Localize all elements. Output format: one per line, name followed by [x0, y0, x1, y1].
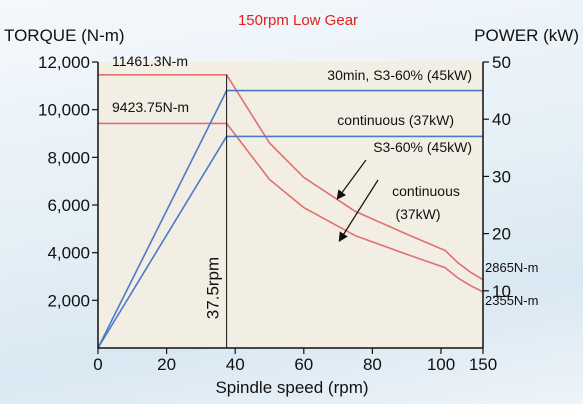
left-y-tick-label: 10,000 [38, 101, 90, 120]
left-axis-title: TORQUE (N-m) [4, 26, 125, 45]
x-tick-label: 60 [294, 355, 313, 374]
power-max-label: 30min, S3-60% (45kW) [327, 67, 472, 83]
x-tick-label: 0 [93, 355, 102, 374]
right-axis-title: POWER (kW) [474, 26, 579, 45]
right-y-tick-label: 40 [492, 110, 511, 129]
torque-s3-curve-label: S3-60% (45kW) [373, 139, 472, 155]
series-line-torque-1 [98, 74, 484, 281]
series-line-torque-2 [98, 122, 484, 293]
right-y-tick-label: 30 [492, 167, 511, 186]
right-y-tick-label: 20 [492, 225, 511, 244]
left-y-tick-label: 4,000 [47, 244, 90, 263]
torque-max-label: 11461.3N-m [112, 53, 188, 69]
power-continuous-label: continuous (37kW) [337, 112, 454, 128]
x-tick-label: 150 [469, 355, 497, 374]
torque-end-s3-label: 2865N-m [485, 260, 538, 275]
x-tick-label: 40 [226, 355, 245, 374]
torque-end-continuous-label: 2355N-m [485, 293, 538, 308]
arrow-to-continuous-torque-curve [338, 179, 379, 243]
left-y-tick-label: 12,000 [38, 53, 90, 72]
left-y-tick-label: 8,000 [47, 148, 90, 167]
x-tick-label: 100 [427, 355, 455, 374]
torque-continuous-label: 9423.75N-m [112, 99, 189, 115]
left-y-tick-label: 6,000 [47, 196, 90, 215]
left-y-tick-label: 2,000 [47, 291, 90, 310]
x-axis-title: Spindle speed (rpm) [215, 378, 368, 397]
chart-title: 150rpm Low Gear [238, 12, 358, 29]
right-y-tick-label: 10 [492, 282, 511, 301]
ticks-layer: 0 20 40 60 80 100 150 2,000 4,000 6,000 8,000 10,00… [38, 53, 511, 374]
x-tick-label: 20 [157, 355, 176, 374]
plot-background [98, 62, 483, 348]
torque-continuous-curve-label-line2: (37kW) [395, 206, 440, 222]
torque-continuous-curve-label-line1: continuous [392, 183, 460, 199]
x-tick-label: 80 [363, 355, 382, 374]
vertical-marker-label: 37.5rpm [204, 257, 223, 319]
arrow-to-s3-torque-curve [336, 159, 367, 200]
right-y-tick-label: 50 [492, 53, 511, 72]
